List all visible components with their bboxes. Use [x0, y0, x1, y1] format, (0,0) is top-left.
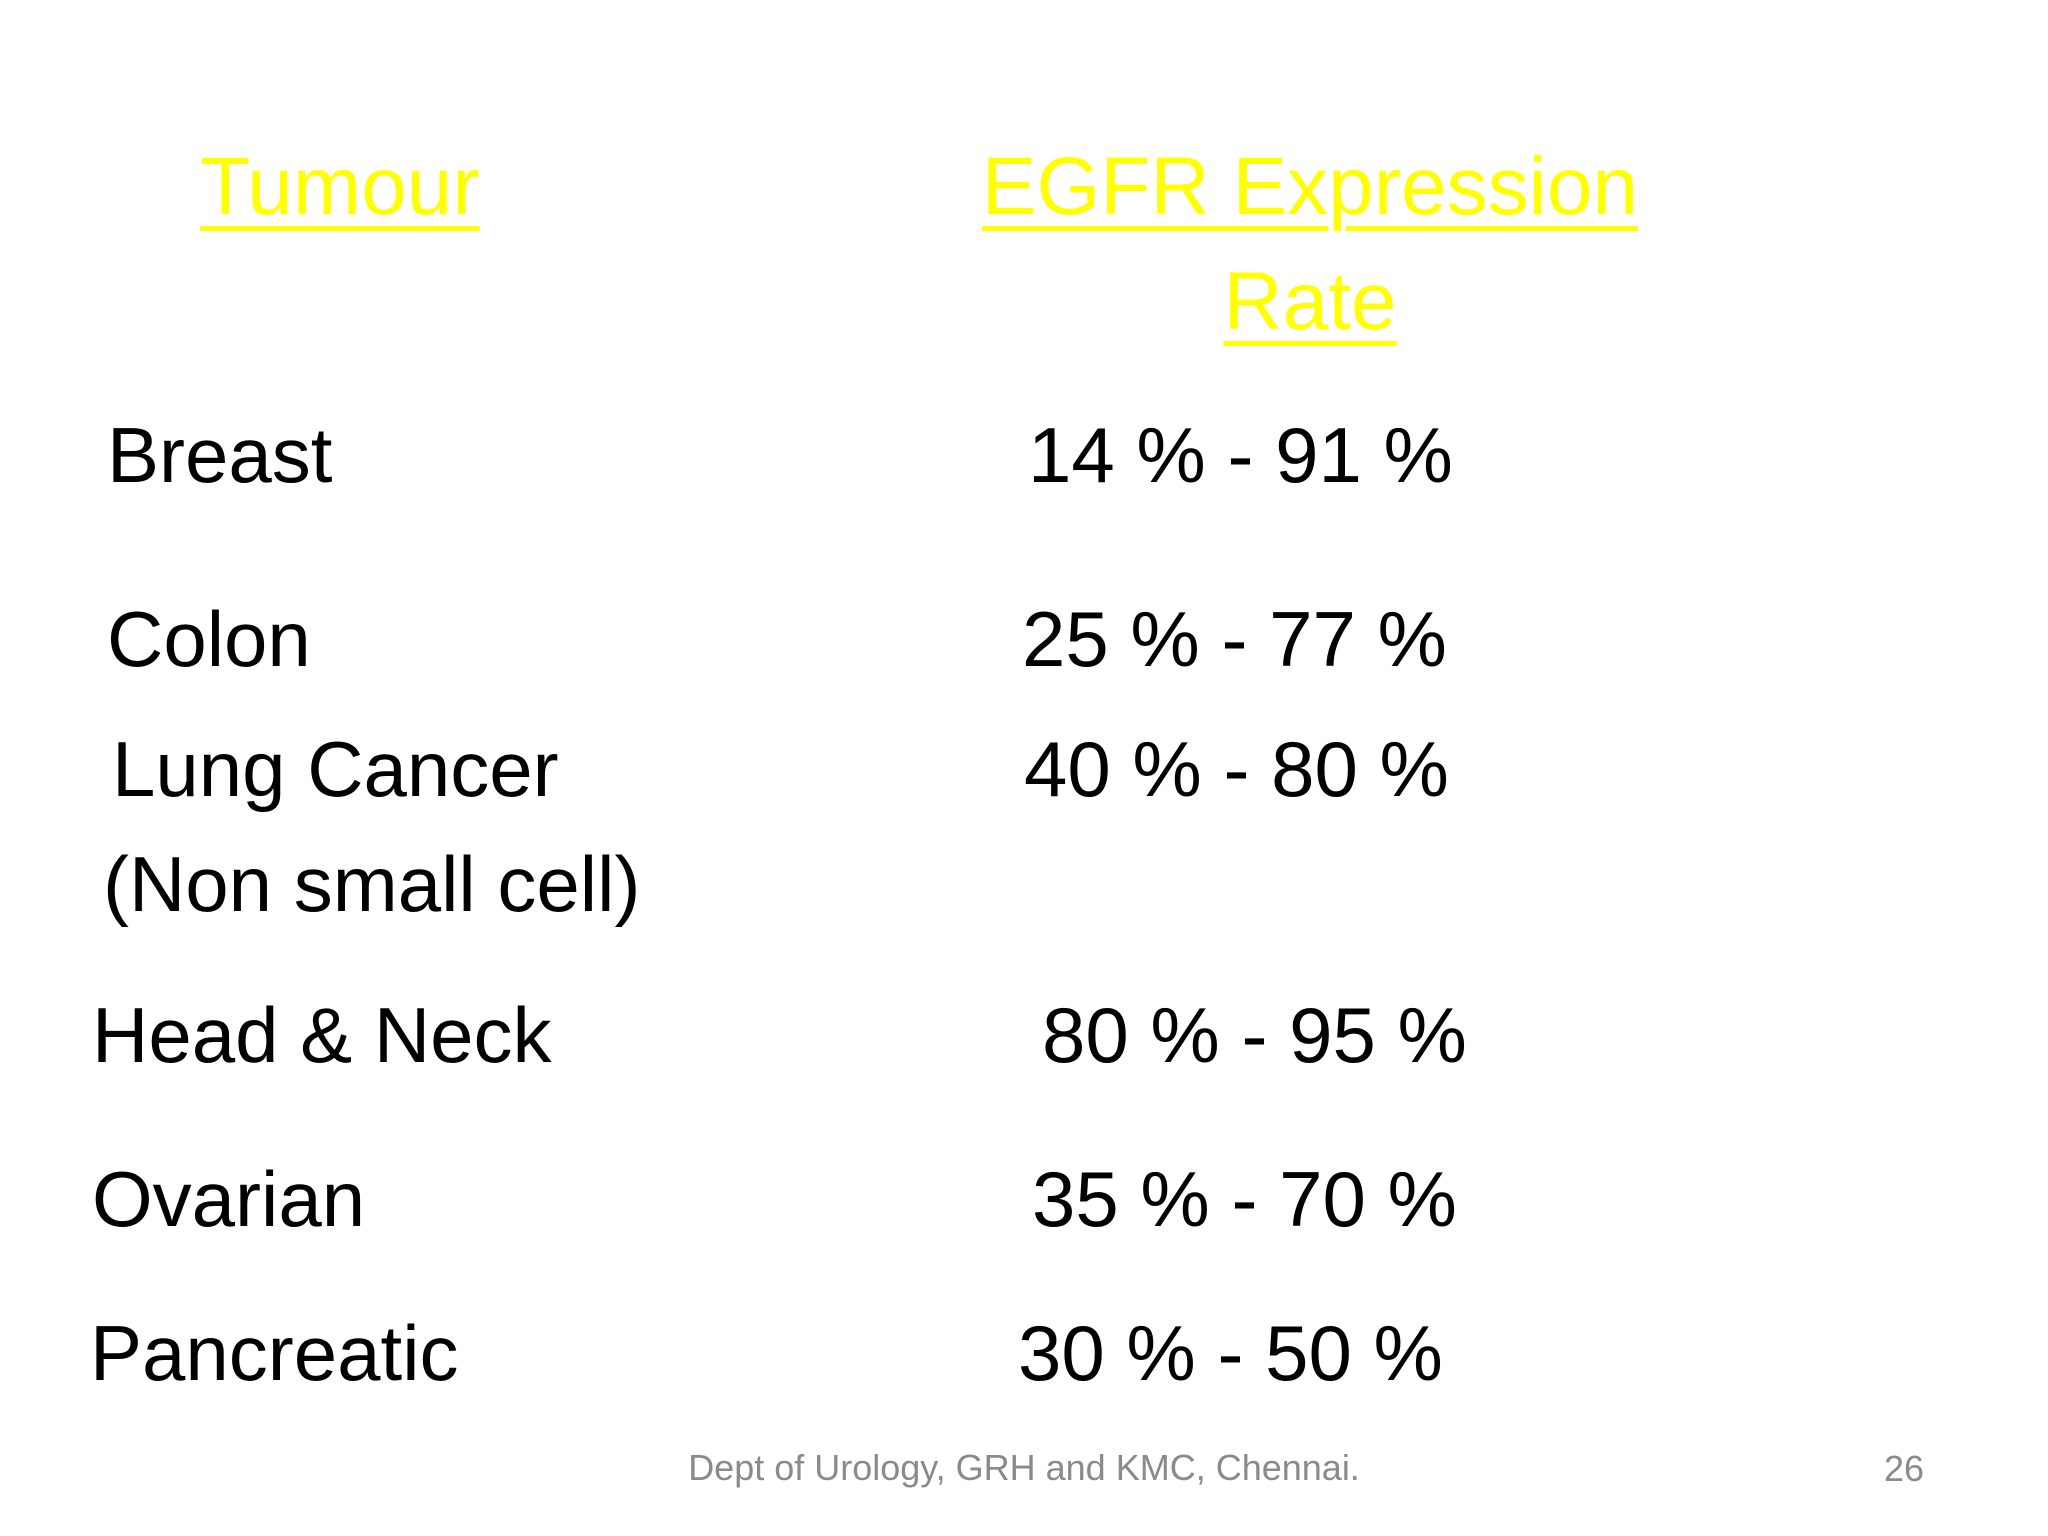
row-label-head-and-neck: Head & Neck: [92, 991, 552, 1079]
row-value-lung-cancer: 40 % - 80 %: [1024, 725, 1449, 813]
row-value-pancreatic: 30 % - 50 %: [1018, 1309, 1443, 1397]
row-value-head-and-neck: 80 % - 95 %: [1042, 991, 1467, 1079]
row-label-ovarian: Ovarian: [92, 1155, 366, 1243]
row-label-lung-cancer-note: (Non small cell): [103, 840, 641, 928]
row-value-colon: 25 % - 77 %: [1022, 595, 1447, 683]
row-value-breast: 14 % - 91 %: [1028, 411, 1453, 499]
row-label-lung-cancer: Lung Cancer: [112, 725, 559, 813]
row-label-colon: Colon: [107, 595, 311, 683]
row-label-breast: Breast: [107, 411, 333, 499]
page-number: 26: [1884, 1448, 1925, 1489]
column-header-tumour: Tumour: [200, 141, 480, 232]
column-header-egfr-expression-rate: EGFR Expression Rate: [981, 141, 1639, 347]
row-value-ovarian: 35 % - 70 %: [1032, 1155, 1457, 1243]
footer-credit: Dept of Urology, GRH and KMC, Chennai.: [688, 1447, 1360, 1488]
row-label-pancreatic: Pancreatic: [90, 1309, 459, 1397]
